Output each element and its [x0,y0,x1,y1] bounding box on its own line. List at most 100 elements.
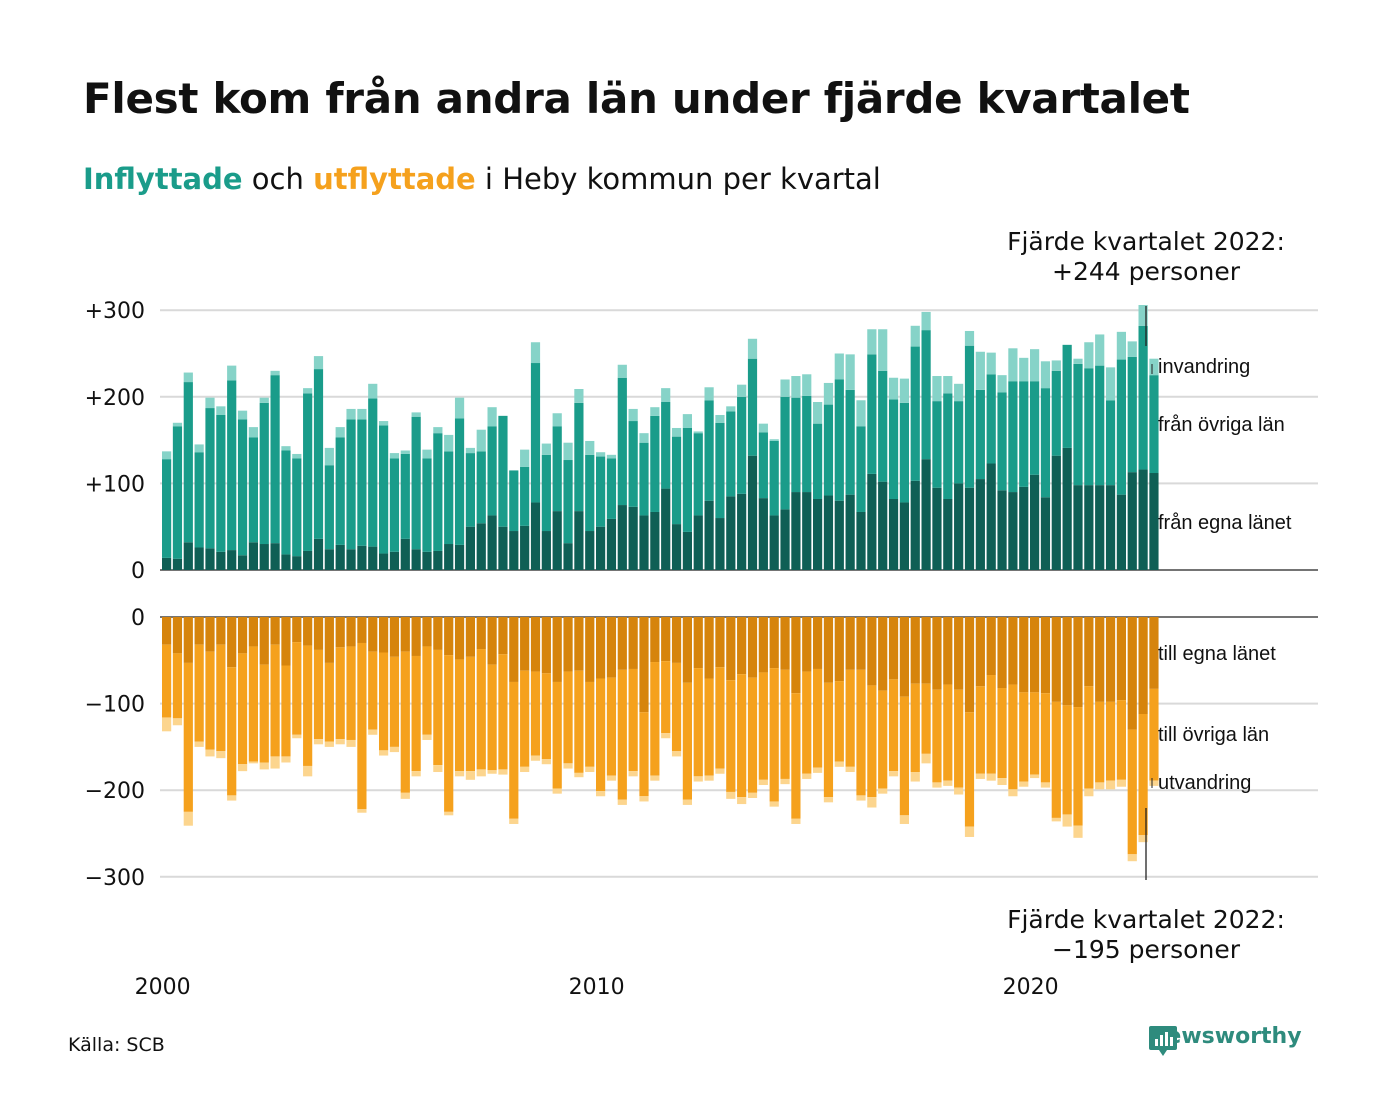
bottom-y-tick-label: 0 [131,606,145,631]
bar-out-1 [834,681,844,762]
top-y-tick-label: 0 [131,559,145,584]
bar-in-2 [487,407,497,427]
bar-out-1 [379,652,389,751]
bar-out-2 [769,801,779,807]
bar-out-2 [791,818,801,824]
bar-in-0 [704,500,714,570]
bar-in-0 [954,483,964,570]
bar-out-0 [671,617,682,663]
bar-in-1 [541,454,551,532]
bar-out-0 [520,617,530,671]
bar-out-1 [552,681,562,789]
x-tick-label: 2010 [569,975,625,1000]
bar-in-0 [682,531,692,570]
bar-in-2 [769,439,779,441]
bar-out-1 [813,668,823,768]
bar-in-0 [910,480,920,570]
bar-out-0 [379,617,389,653]
bar-in-1 [1040,388,1051,498]
bar-out-2 [726,791,736,799]
bar-in-0 [172,558,183,570]
bar-in-1 [780,396,790,510]
bar-out-1 [335,647,345,740]
bar-out-1 [205,651,215,750]
bar-in-2 [1149,358,1159,376]
bar-in-2 [433,427,443,434]
bar-in-0 [216,551,226,570]
bar-in-1 [259,402,269,545]
bar-out-2 [899,815,909,824]
bar-in-0 [379,553,389,570]
bar-in-2 [585,440,595,455]
bar-in-2 [574,389,584,403]
bar-out-2 [379,750,389,756]
bar-in-1 [1008,381,1018,493]
bar-out-0 [259,617,269,665]
bar-out-0 [997,617,1007,689]
bar-in-1 [715,422,725,519]
bar-out-0 [617,617,627,670]
bar-in-0 [509,531,519,570]
bar-out-1 [368,651,378,730]
bar-out-2 [552,788,562,794]
bar-in-1 [964,345,975,488]
bar-in-0 [921,459,931,570]
annotation-top-line2: +244 personer [1052,257,1241,286]
bar-in-2 [954,383,964,402]
legend-out-label: till egna länet [1158,643,1276,665]
bar-in-0 [617,505,627,570]
bar-out-2 [1008,789,1018,797]
bar-in-1 [1019,381,1029,487]
bar-out-0 [986,617,996,676]
bar-out-1 [1149,688,1159,781]
bar-out-0 [194,617,204,645]
bar-in-2 [270,370,280,376]
bar-out-0 [791,617,801,694]
bar-in-0 [650,511,660,570]
bar-out-1 [400,651,410,793]
bar-out-1 [281,665,291,757]
bar-out-2 [964,826,975,837]
bar-out-0 [1138,617,1148,714]
bar-in-2 [1095,334,1105,366]
bar-out-1 [509,681,519,819]
bar-in-2 [888,377,899,400]
bar-out-2 [389,746,400,753]
bar-in-2 [1084,342,1094,369]
bar-in-1 [878,370,888,482]
bar-in-2 [650,407,660,416]
bar-in-2 [834,353,844,380]
bar-in-0 [823,495,834,570]
bar-out-2 [878,788,888,794]
bar-in-1 [162,459,172,558]
bar-out-1 [346,646,356,740]
bar-in-2 [237,410,248,420]
bar-out-1 [682,682,692,800]
bar-in-0 [520,525,530,570]
bar-in-2 [606,454,617,459]
bar-in-2 [867,329,877,355]
subtitle-rest: i Heby kommun per kvartal [475,162,881,196]
bar-out-0 [509,617,519,682]
chart-subtitle: Inflyttade och utflyttade i Heby kommun … [83,162,881,196]
bar-out-1 [259,664,269,763]
bar-out-0 [899,617,909,697]
bar-in-1 [227,380,237,551]
bar-in-0 [769,515,779,570]
bar-in-2 [520,449,530,467]
bar-out-0 [954,617,964,690]
bar-in-1 [574,402,584,512]
bar-in-0 [324,549,334,570]
bar-out-2 [1095,782,1105,790]
bar-out-0 [682,617,692,683]
bar-out-2 [682,799,692,805]
bar-out-0 [172,617,183,654]
bar-out-0 [1019,617,1029,693]
bar-in-0 [606,518,617,570]
bar-out-1 [1105,701,1116,781]
bar-in-1 [444,451,454,545]
bar-out-2 [172,718,183,726]
bar-out-2 [520,766,530,773]
bar-out-1 [943,684,953,781]
bar-in-1 [845,389,855,495]
